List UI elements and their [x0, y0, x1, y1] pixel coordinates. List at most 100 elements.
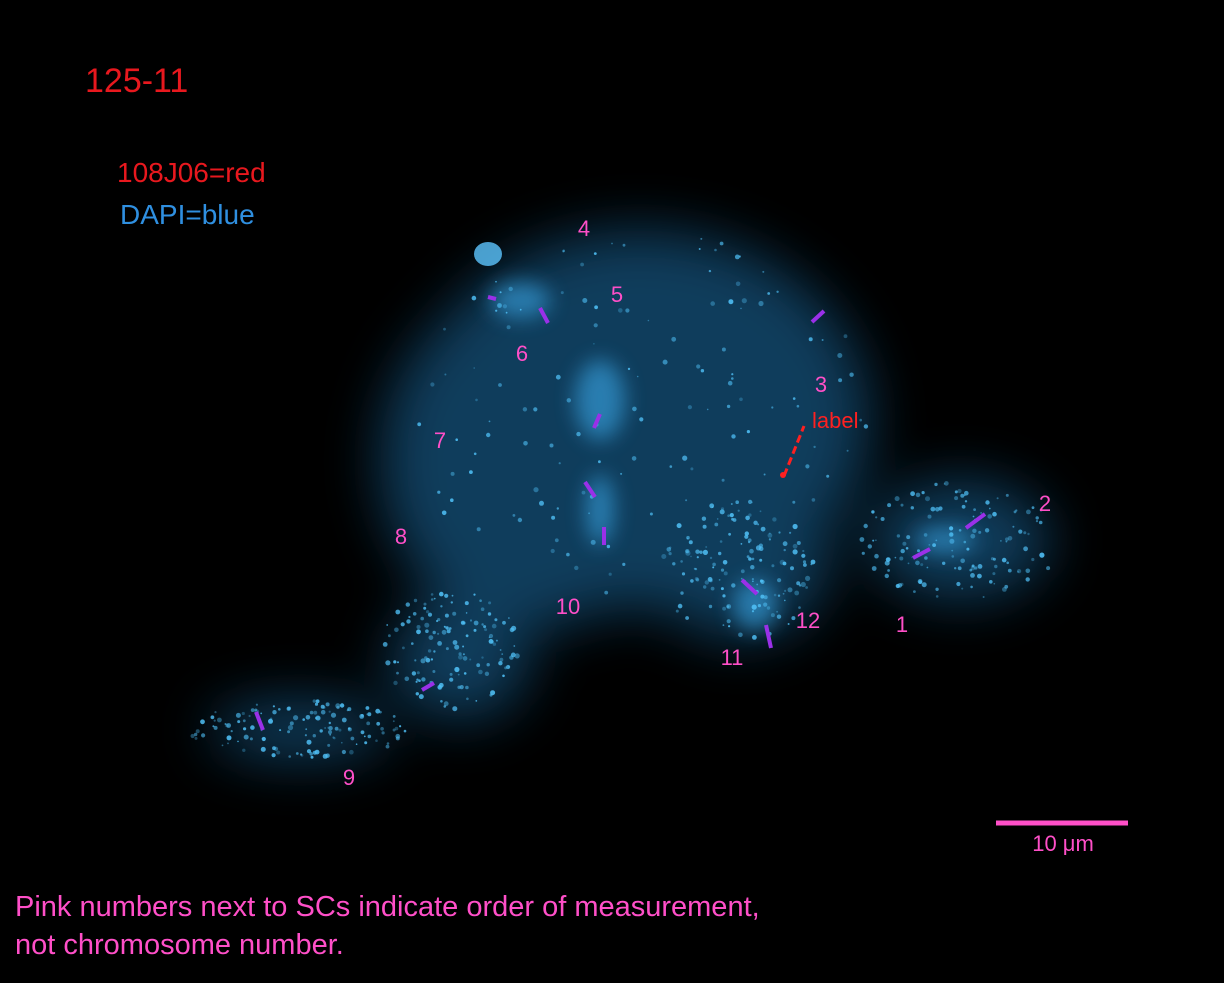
speckle: [499, 649, 502, 651]
speckle: [414, 659, 417, 662]
speckle: [347, 727, 351, 730]
speckle: [632, 406, 637, 412]
speckle: [977, 573, 982, 579]
speckle: [437, 632, 440, 635]
speckle: [396, 671, 399, 675]
speckle: [271, 753, 276, 758]
speckle: [677, 603, 683, 609]
speckle: [1007, 568, 1012, 573]
speckle: [1025, 577, 1030, 582]
speckle: [397, 661, 399, 664]
speckle: [450, 601, 453, 604]
speckle: [735, 500, 739, 505]
speckle: [1005, 540, 1008, 543]
speckle: [894, 556, 897, 559]
speckle: [821, 339, 824, 341]
speckle: [287, 730, 291, 734]
speckle: [917, 549, 920, 553]
speckle: [980, 512, 982, 514]
speckle: [478, 669, 483, 675]
sc-markers: [254, 295, 987, 731]
speckle: [392, 720, 395, 723]
speckle: [463, 672, 467, 675]
speckle: [581, 490, 586, 495]
speckle: [425, 629, 429, 633]
speckle: [972, 528, 977, 533]
speckle: [748, 541, 751, 544]
speckle: [726, 604, 732, 609]
speckle: [782, 561, 787, 566]
speckle: [416, 678, 419, 681]
speckle: [744, 534, 749, 539]
speckle: [476, 527, 481, 532]
speckle: [972, 515, 975, 518]
speckle: [966, 547, 970, 551]
speckle: [751, 610, 755, 613]
speckle: [502, 674, 505, 678]
speckle: [328, 710, 331, 713]
speckle: [483, 625, 487, 629]
speckle: [452, 706, 458, 712]
speckle: [973, 508, 976, 511]
speckle: [721, 347, 726, 352]
speckle: [306, 739, 312, 745]
speckle: [450, 498, 454, 503]
speckle: [558, 462, 561, 465]
speckle: [685, 499, 688, 502]
speckle: [759, 510, 762, 513]
speckle: [771, 564, 775, 568]
speckle: [928, 544, 931, 546]
speckle: [957, 488, 962, 494]
speckle: [487, 612, 492, 616]
speckle: [803, 563, 807, 567]
speckle: [399, 725, 402, 728]
speckle: [508, 617, 510, 619]
speckle: [748, 557, 752, 561]
speckle: [415, 692, 419, 696]
speckle: [792, 523, 798, 530]
speckle: [871, 510, 875, 514]
speckle: [475, 700, 478, 702]
speckle: [767, 533, 773, 538]
speckle: [327, 743, 331, 747]
speckle: [441, 510, 447, 516]
speckle: [875, 539, 877, 541]
speckle: [488, 601, 492, 605]
speckle: [494, 618, 498, 622]
sc-number: 12: [796, 608, 820, 633]
speckle: [751, 604, 757, 610]
speckle: [452, 611, 457, 616]
speckle: [550, 548, 555, 554]
speckle: [988, 507, 991, 510]
speckle: [517, 517, 523, 523]
speckle: [1013, 510, 1017, 514]
speckle: [604, 590, 609, 595]
speckle: [320, 709, 326, 715]
speckle: [770, 613, 775, 618]
speckle: [771, 406, 774, 409]
speckle: [721, 478, 725, 482]
speckle: [305, 715, 311, 720]
speckle: [433, 597, 436, 600]
speckle: [349, 749, 354, 755]
speckle: [759, 579, 764, 583]
speckle: [501, 653, 504, 655]
speckle: [805, 464, 810, 469]
speckle: [385, 660, 391, 666]
speckle: [738, 632, 743, 638]
speckle: [748, 499, 753, 504]
speckle: [680, 560, 683, 563]
speckle: [423, 606, 427, 610]
speckle: [255, 703, 258, 706]
speckle: [686, 535, 690, 540]
speckle: [666, 547, 672, 552]
caption-line: not chromosome number.: [15, 929, 344, 961]
speckle: [802, 549, 805, 553]
speckle: [611, 242, 613, 245]
speckle: [329, 733, 332, 736]
speckle: [606, 544, 611, 549]
speckle: [787, 623, 790, 625]
speckle: [813, 445, 816, 449]
speckle: [1039, 508, 1043, 512]
speckle: [766, 606, 771, 610]
